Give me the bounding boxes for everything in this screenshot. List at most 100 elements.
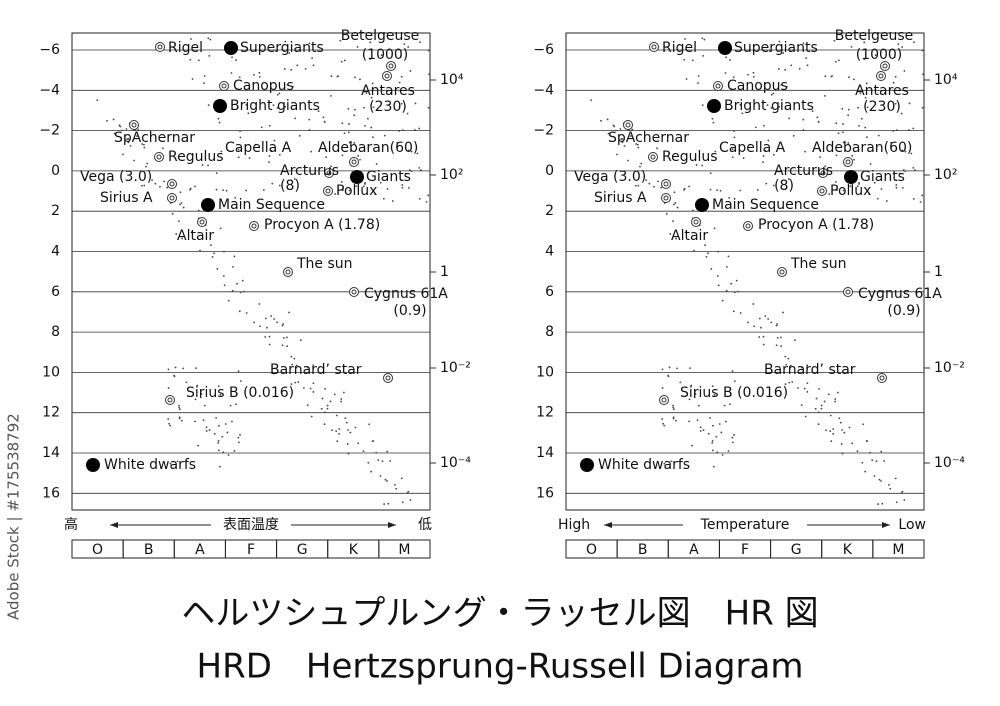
star-dot	[847, 108, 850, 111]
title-english: HRD Hertzsprung-Russell Diagram	[197, 647, 804, 687]
star-dot	[823, 400, 826, 403]
star-dot	[253, 73, 255, 76]
star-dot	[213, 252, 215, 255]
star-dot	[805, 57, 807, 60]
star-dot	[693, 396, 696, 399]
star-dot	[847, 142, 850, 144]
star-dot	[406, 112, 409, 115]
spectral-class: A	[195, 542, 205, 558]
star-label: Aldebaran(60)	[318, 140, 418, 156]
star-dot	[379, 475, 382, 477]
star-dot	[357, 442, 360, 445]
star-dot	[667, 374, 670, 377]
star-dot	[414, 129, 416, 131]
star-dot	[312, 391, 315, 393]
star-dot	[126, 138, 129, 140]
star-dot	[322, 116, 325, 119]
star-dot	[353, 114, 356, 117]
star-dot	[364, 183, 366, 185]
star-dot	[409, 499, 412, 501]
star-dot	[406, 492, 409, 494]
star-dot	[386, 450, 389, 453]
star-dot	[901, 46, 904, 48]
star-dot	[922, 73, 924, 76]
star-dot	[674, 419, 677, 422]
star-marker	[659, 395, 669, 405]
star-dot	[200, 393, 203, 395]
star-dot	[324, 387, 326, 390]
star-dot	[672, 408, 675, 411]
star-marker-inner	[157, 44, 163, 50]
star-dot	[215, 188, 218, 191]
star-dot	[190, 38, 192, 40]
star-dot	[737, 290, 739, 293]
star-marker	[876, 71, 886, 81]
star-dot	[709, 416, 712, 419]
star-dot	[271, 182, 274, 185]
star-label: Giants	[860, 169, 905, 185]
star-dot	[409, 70, 412, 72]
spectral-class: B	[144, 542, 154, 558]
y-tick-label: 4	[51, 244, 60, 260]
star-dot	[864, 126, 867, 129]
star-label: Rigel	[168, 40, 203, 56]
star-dot	[778, 105, 781, 108]
star-dot	[273, 318, 276, 320]
star-dot	[690, 384, 693, 387]
star-dot	[237, 441, 240, 444]
y-tick-label: −6	[533, 42, 554, 58]
star-dot	[334, 193, 337, 195]
y-tick-label: 0	[545, 163, 554, 179]
star-dot	[691, 444, 694, 447]
star-dot	[716, 274, 719, 277]
star-dot	[884, 91, 886, 94]
star-dot	[729, 403, 731, 406]
star-dot	[893, 56, 896, 59]
star-dot	[721, 299, 724, 302]
star-marker-inner	[663, 181, 669, 187]
star-dot	[711, 442, 714, 444]
star-dot	[356, 45, 359, 48]
star-dot	[239, 136, 242, 139]
star-dot	[386, 480, 388, 482]
star-dot	[707, 432, 710, 435]
star-dot	[353, 108, 356, 111]
star-dot	[341, 122, 344, 125]
star-dot	[386, 188, 389, 190]
star-dot	[770, 93, 773, 96]
star-dot	[201, 164, 204, 166]
star-dot	[627, 159, 629, 162]
star-dot	[205, 430, 208, 432]
star-dot	[894, 477, 897, 480]
star-dot	[670, 460, 673, 463]
star-dot	[841, 429, 843, 431]
star-dot	[239, 380, 242, 383]
star-dot	[167, 418, 170, 420]
star-dot	[338, 433, 341, 435]
star-dot	[711, 439, 714, 442]
star-dot	[159, 185, 161, 188]
star-dot	[711, 117, 714, 120]
star-dot	[637, 184, 640, 187]
star-dot	[856, 450, 859, 453]
star-dot	[229, 404, 232, 407]
axis-title: Temperature	[700, 517, 790, 533]
star-dot	[732, 310, 735, 313]
y-tick-label: 4	[545, 244, 554, 260]
star-dot	[185, 381, 188, 384]
star-dot	[348, 141, 351, 144]
star-dot	[717, 250, 719, 253]
star-dot	[804, 150, 807, 153]
star-dot	[344, 417, 347, 420]
y-tick-label: 14	[42, 445, 60, 461]
y-tick-label: 2	[51, 203, 60, 219]
star-dot	[154, 182, 157, 185]
star-marker	[197, 217, 207, 227]
star-label: Cygnus 61A	[858, 286, 942, 302]
star-dot	[324, 149, 327, 151]
star-dot	[196, 384, 199, 387]
star-dot	[833, 39, 836, 42]
star-dot	[226, 431, 229, 434]
star-dot	[347, 452, 350, 455]
star-label: Betelgeuse	[341, 28, 420, 44]
